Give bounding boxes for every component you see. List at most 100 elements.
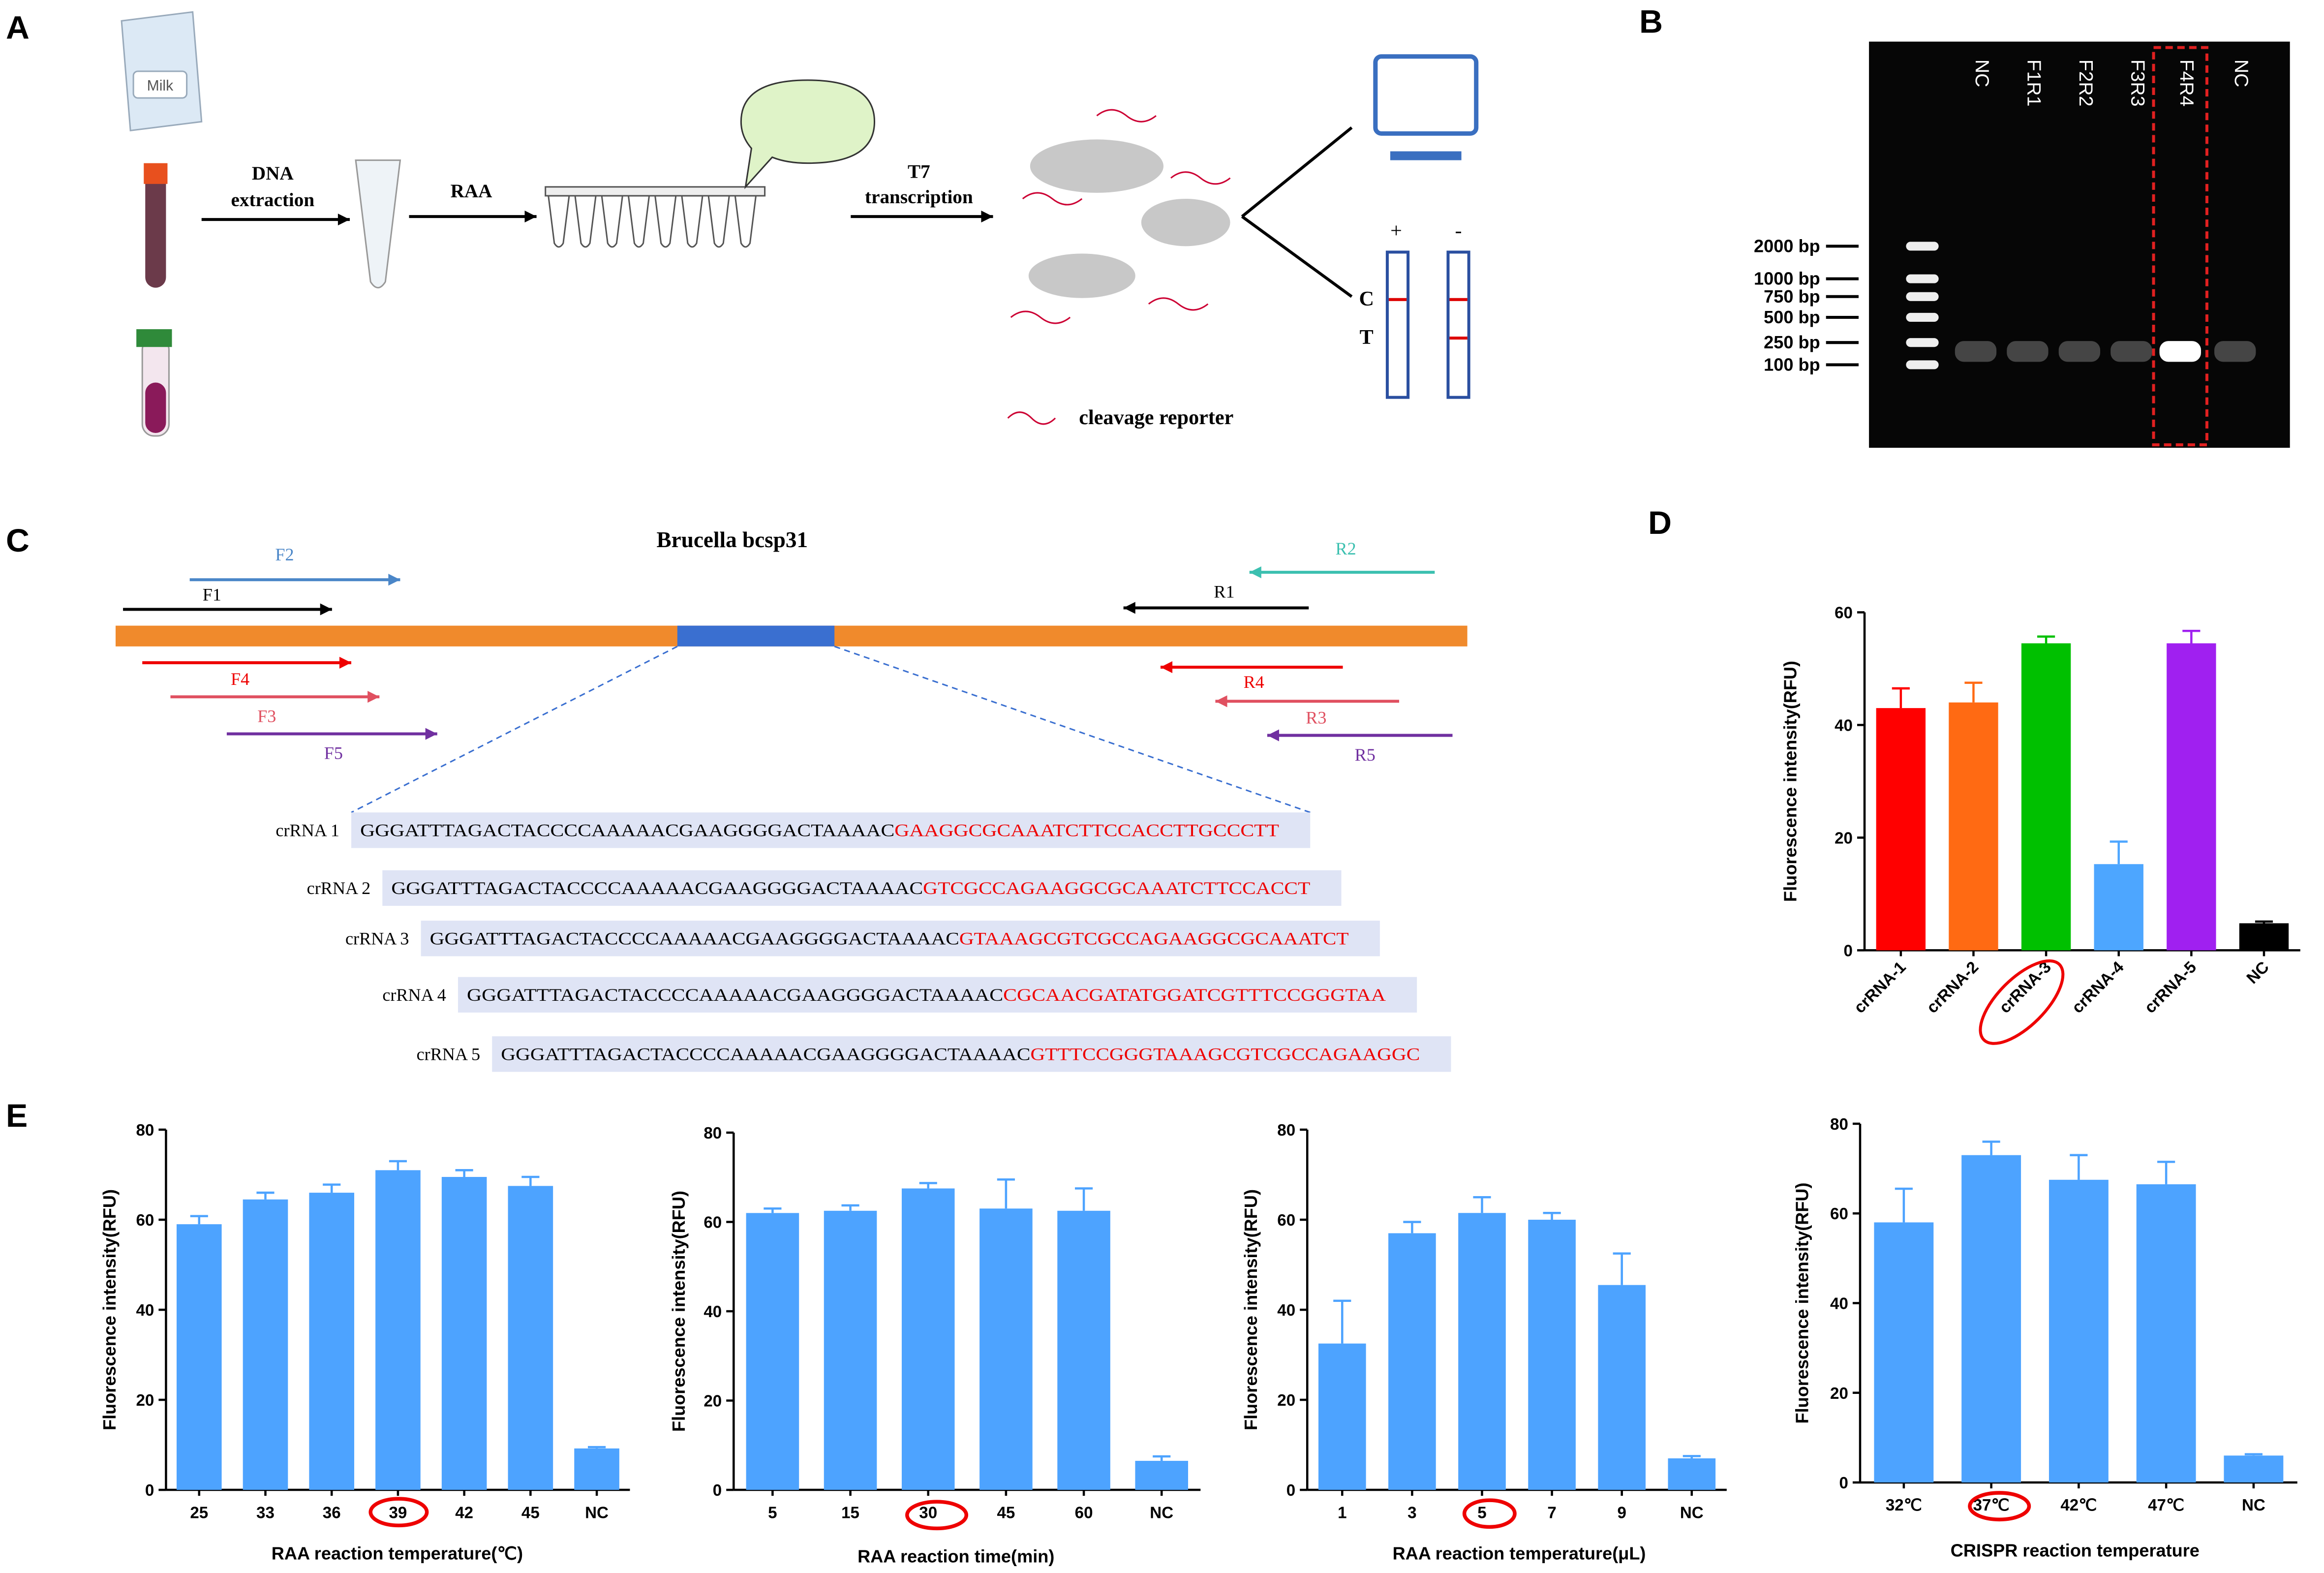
bar <box>508 1186 553 1490</box>
x-tick-label: 25 <box>190 1504 208 1522</box>
arrow <box>1241 215 1353 298</box>
tube-cap <box>136 329 172 347</box>
bar <box>901 1188 955 1490</box>
error-bar <box>1153 1455 1171 1461</box>
crrna-label: crRNA 5 <box>417 1044 481 1064</box>
crrna-label: crRNA 4 <box>382 985 446 1005</box>
x-tick-label: 3 <box>1407 1504 1416 1522</box>
cas-complex <box>1141 198 1230 247</box>
error-bar <box>2244 1453 2263 1456</box>
bar <box>243 1199 288 1490</box>
bar <box>2239 923 2289 951</box>
gel <box>1869 41 2290 448</box>
bar <box>2224 1455 2284 1482</box>
y-tick-label: 20 <box>1277 1391 1295 1410</box>
milk-text: Milk <box>147 78 174 94</box>
ladder-label: 750 bp <box>1764 286 1820 307</box>
strip-line-label: C <box>1359 287 1374 310</box>
crrna-sequence: GGGATTTAGACTACCCCAAAAACGAAGGGGACTAAAAC GA… <box>360 820 1279 840</box>
crrna-box <box>492 1036 1451 1072</box>
ladder-band <box>1906 292 1939 301</box>
crrna-target: CGCAACGATATGGATCGTTTCCGGGTAA <box>1003 985 1386 1005</box>
bar <box>1668 1458 1716 1490</box>
bar <box>309 1193 355 1490</box>
error-bar <box>1892 687 1910 709</box>
reporter-icon <box>1148 297 1209 311</box>
y-tick-label: 20 <box>703 1392 722 1411</box>
bar <box>824 1210 877 1490</box>
bar <box>441 1177 487 1490</box>
primer-label: R3 <box>1306 708 1326 727</box>
crrna-spacer: GGGATTTAGACTACCCCAAAAACGAAGGGGACTAAAAC <box>501 1044 1030 1064</box>
bar <box>1874 1222 1934 1482</box>
panel-label: A <box>6 10 30 46</box>
bar <box>2136 1184 2196 1482</box>
crrna-box <box>421 921 1380 956</box>
gel-band <box>2058 341 2101 362</box>
y-tick-label: 20 <box>136 1391 154 1410</box>
pcr-strip <box>545 99 857 248</box>
bar <box>2167 643 2216 951</box>
x-tick-label: 37℃ <box>1973 1496 2010 1514</box>
error-bar <box>2110 840 2128 864</box>
charts: 0 20 40 60 Fluorescence intensity(RFU) crRNA-… <box>99 604 2300 1567</box>
x-tick-label: 5 <box>768 1504 777 1522</box>
crrna-box <box>351 812 1311 848</box>
error-bar <box>2157 1161 2175 1184</box>
y-axis-title: Fluorescence intensity(RFU) <box>99 1189 120 1430</box>
arrow-head <box>425 728 437 740</box>
y-axis-title: Fluorescence intensity(RFU) <box>1241 1189 1261 1430</box>
error-bar <box>841 1204 859 1211</box>
error-bar <box>1982 1141 2000 1155</box>
x-axis-title: RAA reaction temperature(μL) <box>1393 1543 1646 1564</box>
arrow-head <box>1160 661 1173 674</box>
crrna-box <box>458 977 1417 1013</box>
lane-label: F4R4 <box>2176 60 2197 107</box>
target-region <box>677 625 835 647</box>
highlight-ellipse <box>1462 1498 1517 1529</box>
bar <box>1528 1219 1576 1490</box>
y-tick-label: 60 <box>1277 1211 1295 1230</box>
arrow-head <box>320 603 332 616</box>
y-tick-label: 60 <box>703 1214 722 1232</box>
y-tick-label: 80 <box>1277 1121 1295 1140</box>
error-bar <box>521 1175 540 1186</box>
speech-bubble <box>740 79 876 189</box>
strip-cap <box>545 186 766 197</box>
y-tick-label: 20 <box>1835 829 1853 847</box>
blood-tube <box>145 166 166 288</box>
crrna-target: GTCGCCAGAAGGCGCAAATCTTCCACCT <box>923 878 1310 898</box>
bar <box>574 1448 619 1490</box>
reporter-icon <box>1170 171 1231 185</box>
x-tick-label: 5 <box>1477 1504 1486 1522</box>
crrna-target: GTTTCCGGGTAAAGCGTCGCCAGAAGGC <box>1030 1044 1420 1064</box>
highlight-ellipse <box>905 1500 969 1531</box>
error-bar <box>2255 920 2273 924</box>
cas-complex <box>1028 253 1135 298</box>
x-tick-label: 33 <box>256 1504 275 1522</box>
x-tick-label: 7 <box>1547 1504 1556 1522</box>
primer-label: R5 <box>1355 745 1376 765</box>
crrna-target: GTAAAGCGTCGCCAGAAGGCGCAAATCT <box>959 928 1349 948</box>
schematic: Milk DNA extraction RAA T7 transcription… <box>121 11 1479 437</box>
x-tick-label: crRNA-2 <box>1923 958 1982 1017</box>
pcr-tube <box>734 195 757 248</box>
x-tick-label: crRNA-4 <box>2069 958 2128 1017</box>
crrna-spacer: GGGATTTAGACTACCCCAAAAACGAAGGGGACTAAAAC <box>467 985 1003 1005</box>
x-tick-label: 45 <box>997 1504 1015 1522</box>
error-bar <box>1895 1187 1913 1223</box>
x-tick-label: 36 <box>323 1504 341 1522</box>
gene-title: Brucella bcsp31 <box>657 527 808 552</box>
gel-band <box>2007 341 2049 362</box>
crrna-spacer: GGGATTTAGACTACCCCAAAAACGAAGGGGACTAAAAC <box>391 878 923 898</box>
y-tick-label: 40 <box>1835 717 1853 735</box>
x-tick-label: 30 <box>919 1504 937 1522</box>
x-axis-title: RAA reaction temperature(℃) <box>272 1543 523 1564</box>
y-tick-label: 0 <box>145 1481 154 1500</box>
x-tick-label: NC <box>1680 1504 1704 1522</box>
error-bar <box>389 1160 407 1171</box>
primer-label: F3 <box>257 706 276 726</box>
panel-label: C <box>6 523 30 559</box>
pcr-tube <box>574 195 597 248</box>
